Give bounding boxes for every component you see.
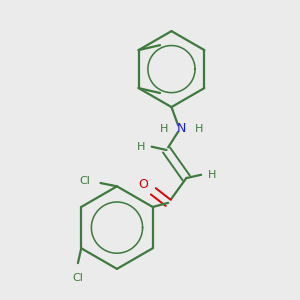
Text: H: H <box>160 124 168 134</box>
Text: H: H <box>137 142 145 152</box>
Text: H: H <box>208 170 216 180</box>
Text: O: O <box>139 178 148 191</box>
Text: Cl: Cl <box>80 176 91 186</box>
Text: Cl: Cl <box>73 273 83 283</box>
Text: H: H <box>195 124 203 134</box>
Text: N: N <box>177 122 186 135</box>
